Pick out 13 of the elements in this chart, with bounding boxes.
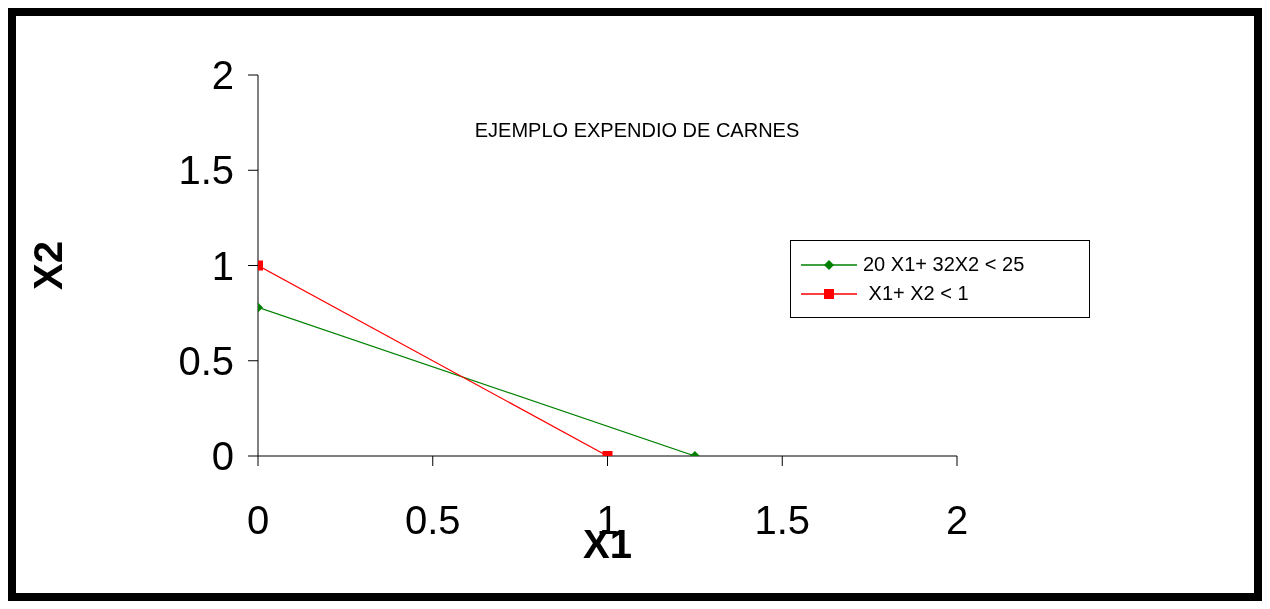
x-tick-label: 0.5: [404, 498, 461, 543]
y-tick-label: 2: [211, 53, 234, 98]
x-tick-label: 2: [945, 498, 969, 543]
y-tick-label: 0: [211, 434, 234, 479]
x-tick-label: 0: [246, 498, 270, 543]
y-tick-label: 1.5: [178, 148, 234, 193]
legend-label: 20 X1+ 32X2 < 25: [863, 253, 1025, 276]
text: EJEMPLO EXPENDIO DE CARNES: [473, 119, 801, 142]
y-axis-title: X2: [26, 241, 71, 290]
y-tick-label: 1: [211, 243, 234, 288]
x-tick-label: 1.5: [754, 498, 811, 543]
y-tick-label: 0.5: [178, 338, 234, 383]
legend-label: X1+ X2 < 1: [867, 282, 969, 305]
